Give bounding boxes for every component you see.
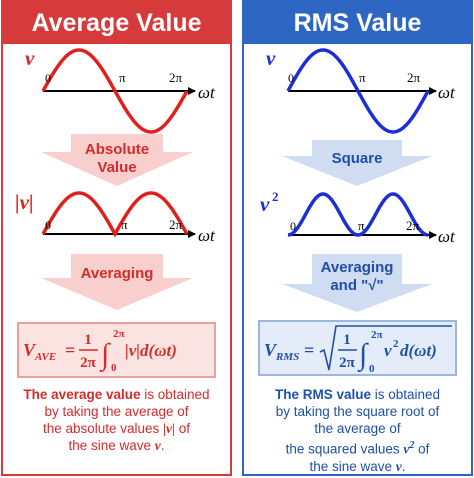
formula-subscript: RMS — [275, 351, 299, 363]
formula-integrand-rest: d(ωt) — [400, 341, 437, 360]
step-arrow — [282, 254, 432, 312]
desc-text: of — [414, 441, 430, 457]
integral-sign: ∫ — [357, 338, 369, 373]
desc-text: is obtained — [370, 387, 441, 402]
rms-description: The RMS value is obtained by taking the … — [244, 386, 471, 475]
formula-integrand: |v|d(ωt) — [125, 341, 177, 360]
formula-subscript: AVE — [34, 351, 56, 363]
desc-var: v — [403, 441, 410, 457]
zero-label: 0 — [288, 71, 294, 85]
average-formula: V AVE = 1 2π ∫ 2π 0 |v|d(ωt) — [23, 328, 177, 374]
desc-text: by taking the square root of — [275, 404, 440, 419]
formula-denominator: 2π — [80, 355, 97, 371]
desc-text: by taking the average of — [44, 404, 189, 419]
step-label-line2: Value — [97, 159, 136, 176]
rms-value-title: RMS Value — [244, 2, 471, 44]
zero-label: 0 — [45, 218, 51, 232]
integral-upper: 2π — [113, 328, 125, 340]
average-description: The average value is obtained by taking … — [3, 386, 230, 454]
desc-bold: The average value — [23, 387, 141, 402]
desc-text: of — [175, 421, 191, 436]
average-value-panel: Average Value v 0 π 2π ωt Absolute Value… — [1, 0, 232, 476]
squared-sine-wave — [287, 192, 429, 237]
omega-t-label: ωt — [438, 83, 456, 102]
desc-text: the average of — [314, 421, 401, 436]
desc-var: v — [395, 458, 402, 474]
desc-exp: 2 — [409, 440, 415, 451]
zero-label: 0 — [290, 219, 296, 233]
two-pi-label: 2π — [169, 70, 183, 85]
average-value-title: Average Value — [3, 2, 230, 44]
two-pi-label: 2π — [169, 217, 183, 232]
desc-text: is obtained — [140, 387, 210, 402]
pi-label: π — [121, 217, 128, 232]
desc-text: . — [160, 438, 165, 453]
step-label-line1: Averaging — [321, 259, 394, 276]
formula-equals: = — [304, 340, 314, 360]
wave-label: v — [266, 46, 276, 70]
abs-wave-label: |v| — [15, 190, 34, 214]
average-diagram: v 0 π 2π ωt Absolute Value |v| 0 π 2π ωt… — [15, 46, 216, 310]
step-arrow — [41, 134, 193, 186]
desc-var: v — [154, 438, 161, 453]
step-label: Square — [332, 150, 383, 167]
omega-t-label: ωt — [198, 83, 216, 102]
two-pi-label: 2π — [407, 70, 421, 85]
formula-lhs: V — [23, 340, 37, 360]
formula-exponent: 2 — [393, 338, 399, 350]
formula-integrand: v — [384, 341, 392, 360]
average-formula-box: V AVE = 1 2π ∫ 2π 0 |v|d(ωt) — [17, 322, 216, 378]
step-label: Averaging — [81, 265, 154, 282]
absolute-sine-wave — [41, 191, 189, 238]
integral-lower: 0 — [369, 363, 375, 375]
formula-lhs: V — [264, 340, 278, 360]
desc-text: the sine wave — [309, 458, 396, 474]
sine-wave — [41, 48, 189, 134]
square-root-sign — [319, 325, 452, 371]
formula-denominator: 2π — [339, 355, 356, 371]
integral-lower: 0 — [111, 362, 117, 374]
step-arrow — [41, 254, 193, 310]
formula-numerator: 1 — [84, 332, 92, 348]
rms-value-panel: RMS Value v 0 π 2π ωt Square v 2 0 π 2π … — [242, 0, 473, 476]
step-label-line1: Absolute — [85, 141, 149, 158]
formula-equals: = — [65, 340, 75, 360]
rms-formula-box: V RMS = 1 2π ∫ 2π 0 v 2 d(ωt) — [258, 320, 457, 376]
pi-label: π — [119, 70, 126, 85]
desc-text: the squared values — [285, 441, 404, 457]
zero-label: 0 — [45, 71, 51, 85]
desc-bold: The RMS value — [274, 387, 371, 402]
desc-var: |v| — [163, 421, 176, 436]
desc-text: the sine wave — [68, 438, 155, 453]
desc-text: the absolute values — [42, 421, 164, 436]
sine-wave — [286, 48, 430, 134]
rms-diagram: v 0 π 2π ωt Square v 2 0 π 2π ωt Averagi… — [260, 46, 456, 312]
step-arrow — [282, 140, 432, 186]
integral-upper: 2π — [371, 329, 383, 341]
omega-t-label: ωt — [198, 226, 216, 245]
step-label-line2: and "√" — [330, 277, 383, 294]
pi-label: π — [358, 218, 365, 233]
pi-label: π — [359, 70, 366, 85]
desc-text: . — [401, 458, 406, 474]
formula-numerator: 1 — [343, 332, 351, 348]
squared-wave-label: v — [260, 192, 270, 216]
omega-t-label: ωt — [438, 227, 456, 246]
integral-sign: ∫ — [99, 338, 111, 373]
two-pi-label: 2π — [406, 218, 420, 233]
squared-exponent: 2 — [272, 189, 279, 204]
wave-label: v — [25, 46, 35, 70]
rms-formula: V RMS = 1 2π ∫ 2π 0 v 2 d(ωt) — [264, 325, 452, 375]
